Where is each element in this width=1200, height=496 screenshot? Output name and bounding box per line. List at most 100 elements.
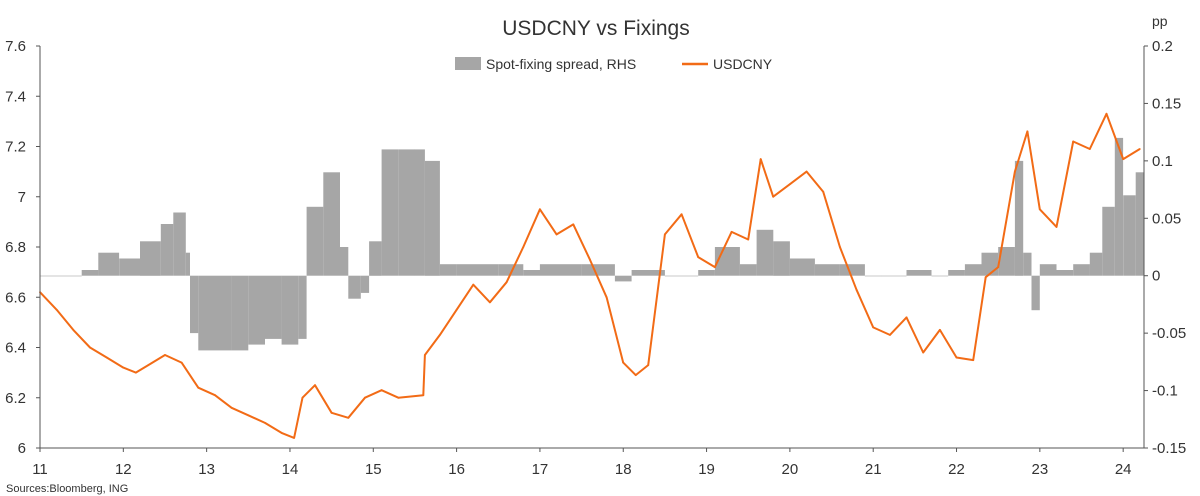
x-tick-label: 22 [948, 461, 965, 478]
usdcny-point [455, 308, 458, 311]
left-tick-label: 7.2 [5, 139, 26, 156]
right-tick-label: -0.1 [1152, 383, 1178, 400]
usdcny-point [664, 233, 666, 236]
usdcny-point [839, 246, 841, 248]
usdcny-point [789, 183, 791, 186]
spread-bar [931, 275, 949, 277]
usdcny-point [759, 158, 762, 161]
usdcny-point [301, 396, 304, 399]
usdcny-point [1105, 112, 1108, 115]
spread-bar [414, 149, 425, 276]
usdcny-point [647, 364, 650, 366]
usdcny-point [424, 354, 426, 356]
left-tick-label: 6.4 [5, 340, 26, 357]
usdcny-point [134, 371, 137, 374]
tick-labels: 6 6.2 6.4 6.6 6.8 7 7.2 7.4 7.6 -0.15 -0.1 -0.05 0 0.… [5, 38, 1186, 478]
x-tick-label: 20 [782, 461, 799, 478]
x-tick-label: 24 [1115, 461, 1132, 478]
usdcny-point [164, 354, 166, 356]
usdcny-point [855, 288, 858, 291]
usdcny-point [247, 414, 250, 417]
spread-bar [881, 275, 907, 277]
spread-bar [323, 172, 340, 276]
spread-bar [456, 264, 499, 276]
spread-bar [998, 247, 1015, 276]
spread-bar [1031, 275, 1040, 311]
spread-bar [281, 275, 299, 345]
usdcny-point [89, 346, 91, 349]
usdcny-point [680, 213, 683, 216]
spread-bar [265, 275, 282, 339]
usdcny-point [539, 208, 541, 211]
spread-bar [948, 270, 965, 276]
spread-bar [198, 275, 215, 351]
usdcny-point [634, 374, 637, 376]
spread-bar [739, 264, 757, 276]
usdcny-point [555, 233, 558, 236]
usdcny-point [714, 266, 716, 268]
spread-bar [523, 270, 540, 276]
usdcny-point [1026, 130, 1029, 133]
usdcny-point [293, 437, 295, 439]
usdcny-point [1038, 208, 1041, 211]
usdcny-point [697, 256, 700, 258]
spread-bar [190, 275, 199, 334]
spread-bar [1073, 264, 1090, 276]
left-tick-label: 6.2 [5, 390, 26, 407]
left-tick-label: 6 [18, 440, 26, 457]
spread-bar [1014, 160, 1024, 276]
usdcny-point [122, 366, 125, 369]
usdcny-point [105, 356, 108, 359]
right-tick-label: 0 [1152, 268, 1160, 285]
spread-bar [1023, 252, 1032, 276]
spread-bar [1135, 172, 1144, 276]
spread-bar [789, 258, 815, 276]
left-tick-label: 7.6 [5, 38, 26, 55]
usdcny-point [1072, 140, 1075, 143]
left-tick-label: 7 [18, 189, 26, 206]
usdcny-point [364, 396, 366, 399]
spread-bar [119, 258, 140, 276]
usdcny-point [1088, 148, 1091, 150]
spread-bar [98, 252, 120, 276]
spread-bar [1123, 195, 1136, 276]
spread-bar [664, 275, 699, 277]
usdcny-point [72, 329, 75, 331]
spread-bar [756, 229, 774, 276]
spread-bar [1056, 270, 1074, 276]
spread-bar [340, 247, 349, 276]
spread-bar [581, 264, 615, 276]
usdcny-point [822, 190, 825, 193]
x-tick-label: 12 [115, 461, 132, 478]
spread-bar [839, 264, 865, 276]
spread-bar [698, 270, 715, 276]
spread-bar [160, 224, 174, 276]
usdcny-point [280, 432, 283, 434]
usdcny-point [314, 384, 316, 387]
x-tick-label: 13 [198, 461, 215, 478]
spread-bar [185, 252, 190, 276]
usdcny-point [772, 195, 775, 198]
legend-label-usdcny: USDCNY [713, 56, 773, 72]
usdcny-point [505, 281, 508, 284]
spread-bar [81, 270, 99, 276]
left-tick-label: 7.4 [5, 88, 26, 105]
spread-bar [981, 252, 999, 276]
spread-bar [140, 241, 161, 276]
spread-bar [498, 264, 524, 276]
usdcny-point [589, 258, 591, 261]
right-tick-label: 0.05 [1152, 210, 1181, 227]
spread-bar [773, 241, 790, 276]
x-tick-label: 21 [865, 461, 882, 478]
usdcny-point [55, 308, 58, 311]
right-tick-label: 0.1 [1152, 153, 1173, 170]
right-tick-label: -0.05 [1152, 325, 1186, 342]
usdcny-point [472, 283, 475, 286]
usdcny-line-layer [39, 112, 1141, 439]
left-tick-label: 6.8 [5, 239, 26, 256]
spread-bar [173, 212, 186, 276]
usdcny-point [422, 394, 425, 397]
left-tick-label: 6.6 [5, 289, 26, 306]
spread-bar [40, 275, 82, 277]
usdcny-point [922, 351, 925, 354]
